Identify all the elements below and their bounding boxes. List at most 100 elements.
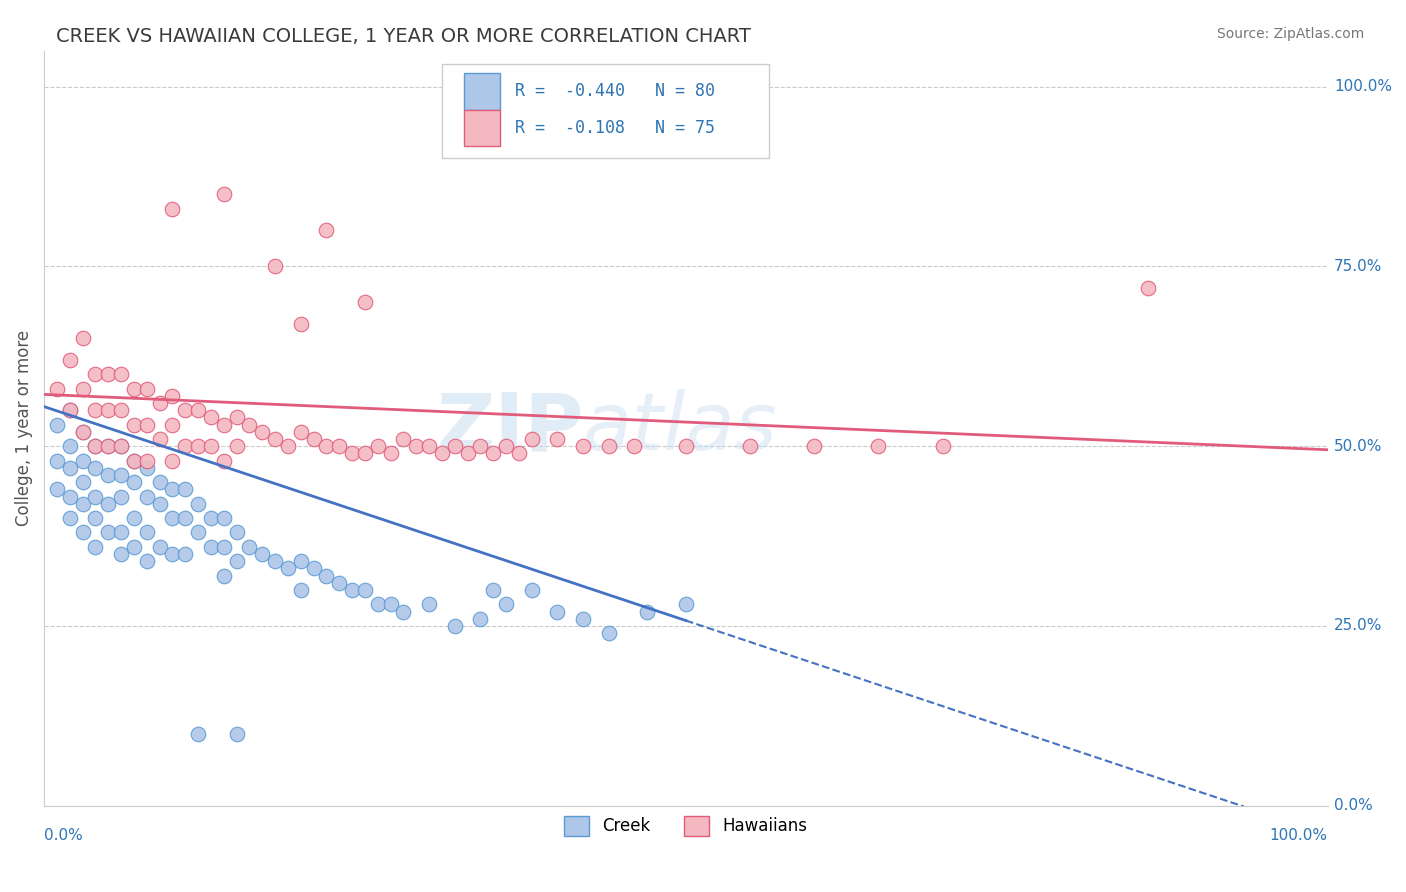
Point <box>97 403 120 417</box>
Point <box>59 511 82 525</box>
Point <box>443 439 465 453</box>
Point <box>135 490 157 504</box>
Point <box>212 417 235 432</box>
Point <box>84 403 107 417</box>
Point <box>162 453 184 467</box>
Point <box>174 547 197 561</box>
Point <box>97 439 120 453</box>
Point <box>59 490 82 504</box>
Point <box>200 511 222 525</box>
Point <box>72 453 94 467</box>
Point <box>135 554 157 568</box>
Point <box>187 439 209 453</box>
Point <box>495 598 517 612</box>
Point <box>636 605 658 619</box>
Point <box>187 497 209 511</box>
Point <box>354 582 377 597</box>
Point <box>162 389 184 403</box>
Point <box>225 525 247 540</box>
Point <box>405 439 427 453</box>
Point <box>457 446 479 460</box>
Text: 100.0%: 100.0% <box>1334 79 1392 95</box>
Point <box>72 475 94 490</box>
Point <box>367 439 389 453</box>
Point <box>302 561 325 575</box>
Point <box>72 497 94 511</box>
Point <box>225 410 247 425</box>
Point <box>97 467 120 482</box>
Point <box>59 352 82 367</box>
Text: CREEK VS HAWAIIAN COLLEGE, 1 YEAR OR MORE CORRELATION CHART: CREEK VS HAWAIIAN COLLEGE, 1 YEAR OR MOR… <box>56 27 751 45</box>
Point <box>135 417 157 432</box>
Point <box>174 511 197 525</box>
Point <box>803 439 825 453</box>
Point <box>149 432 172 446</box>
Point <box>868 439 890 453</box>
Point <box>135 382 157 396</box>
Point <box>277 561 299 575</box>
Point <box>264 554 287 568</box>
Point <box>340 446 363 460</box>
Point <box>315 439 337 453</box>
Point <box>443 619 465 633</box>
Point <box>135 460 157 475</box>
Point <box>302 432 325 446</box>
Point <box>162 483 184 497</box>
Point <box>392 605 415 619</box>
Text: atlas: atlas <box>583 389 778 467</box>
Point <box>149 497 172 511</box>
Point <box>225 727 247 741</box>
FancyBboxPatch shape <box>441 63 769 158</box>
Point <box>482 446 505 460</box>
Point <box>122 382 145 396</box>
Point <box>162 202 184 216</box>
Point <box>238 417 260 432</box>
Point <box>72 425 94 439</box>
Point <box>482 582 505 597</box>
Point <box>380 598 402 612</box>
Point <box>212 540 235 554</box>
Point <box>598 439 620 453</box>
Point <box>572 612 595 626</box>
Point <box>931 439 953 453</box>
Point <box>495 439 517 453</box>
Point <box>225 554 247 568</box>
Point <box>418 598 440 612</box>
Point <box>122 540 145 554</box>
Point <box>72 331 94 345</box>
Point <box>72 382 94 396</box>
Text: 100.0%: 100.0% <box>1270 829 1327 843</box>
Point <box>675 439 697 453</box>
Point <box>59 403 82 417</box>
Point <box>200 410 222 425</box>
Text: 75.0%: 75.0% <box>1334 259 1382 274</box>
Point <box>290 425 312 439</box>
Point <box>354 446 377 460</box>
Legend: Creek, Hawaiians: Creek, Hawaiians <box>558 809 814 843</box>
Text: 0.0%: 0.0% <box>1334 798 1372 814</box>
Point <box>340 582 363 597</box>
Point <box>84 439 107 453</box>
Point <box>46 382 69 396</box>
Point <box>162 511 184 525</box>
Point <box>72 525 94 540</box>
Point <box>162 417 184 432</box>
Y-axis label: College, 1 year or more: College, 1 year or more <box>15 330 32 526</box>
Point <box>97 525 120 540</box>
Point <box>328 439 350 453</box>
Point <box>110 439 132 453</box>
Point <box>315 223 337 237</box>
Point <box>122 453 145 467</box>
Point <box>84 460 107 475</box>
Point <box>122 511 145 525</box>
FancyBboxPatch shape <box>464 110 499 145</box>
Text: Source: ZipAtlas.com: Source: ZipAtlas.com <box>1216 27 1364 41</box>
Point <box>97 497 120 511</box>
Point <box>1136 281 1159 295</box>
Point <box>149 475 172 490</box>
Point <box>110 403 132 417</box>
Point <box>46 417 69 432</box>
Point <box>122 417 145 432</box>
Point <box>149 540 172 554</box>
Point <box>264 432 287 446</box>
